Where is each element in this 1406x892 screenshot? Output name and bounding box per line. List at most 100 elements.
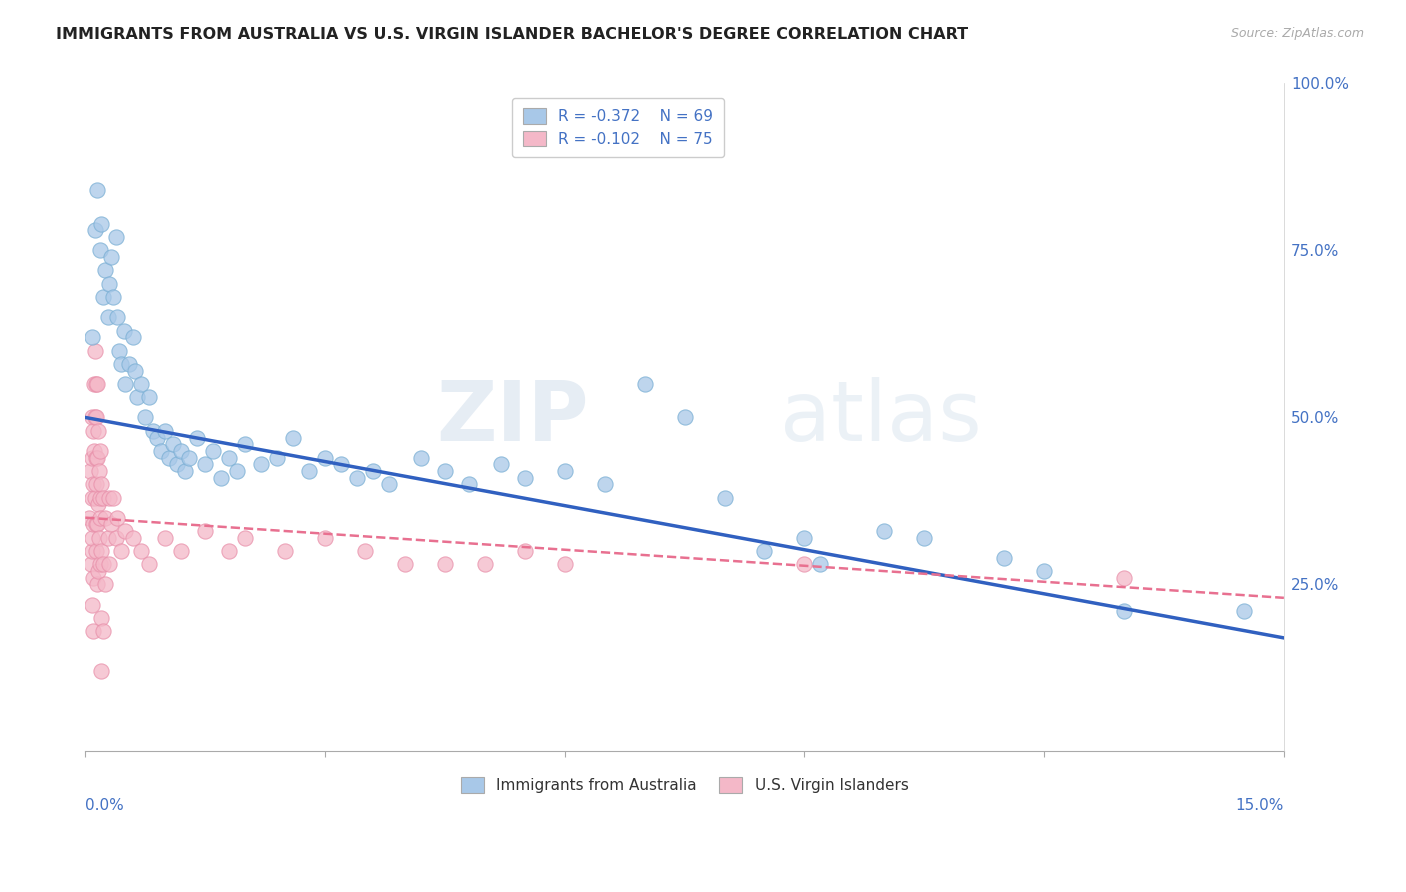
Point [87,531,110,545]
Point [98,491,121,505]
Point [86,577,108,591]
Point [174,464,197,478]
Point [87,497,110,511]
Point [80,330,103,344]
Point [82,424,104,438]
Point [314,531,336,545]
Point [274,544,297,558]
Point [146,430,169,444]
Point [87,564,110,578]
Point [90,665,112,679]
Point [1112,571,1135,585]
Point [82,571,104,585]
Point [226,464,249,478]
Point [793,558,815,572]
Point [127,391,149,405]
Point [97,310,120,325]
Point [155,424,177,438]
Point [84,450,107,465]
Point [80,558,103,572]
Point [266,450,288,465]
Point [673,410,696,425]
Point [433,558,456,572]
Point [110,544,132,558]
Point [104,531,127,545]
Point [89,491,111,505]
Point [150,443,173,458]
Point [86,410,108,425]
Point [170,544,193,558]
Point [218,450,240,465]
Point [378,477,401,491]
Point [394,558,416,572]
Point [80,544,103,558]
Point [250,457,273,471]
Point [112,324,135,338]
Point [83,410,105,425]
Point [513,470,536,484]
Point [86,450,108,465]
Point [298,464,321,478]
Point [91,558,114,572]
Point [82,477,104,491]
Point [91,290,114,304]
Point [90,217,112,231]
Point [793,531,815,545]
Point [142,424,165,438]
Point [281,430,304,444]
Point [134,410,156,425]
Point [409,450,432,465]
Point [314,450,336,465]
Point [122,531,145,545]
Text: atlas: atlas [780,377,983,458]
Point [86,377,108,392]
Point [90,544,112,558]
Point [138,558,160,572]
Point [1233,604,1256,618]
Point [82,624,104,639]
Point [162,437,184,451]
Point [810,558,832,572]
Point [186,430,208,444]
Point [129,377,152,392]
Point [138,391,160,405]
Point [87,464,110,478]
Point [554,464,576,478]
Point [361,464,384,478]
Point [86,183,108,197]
Point [233,437,256,451]
Point [209,470,232,484]
Point [108,343,131,358]
Point [105,510,128,524]
Point [110,357,132,371]
Point [79,510,101,524]
Point [122,330,145,344]
Point [489,457,512,471]
Point [83,223,105,237]
Point [129,544,152,558]
Point [593,477,616,491]
Point [713,491,735,505]
Point [80,410,103,425]
Text: ZIP: ZIP [436,377,589,458]
Text: 15.0%: 15.0% [1236,798,1284,814]
Point [1112,604,1135,618]
Text: IMMIGRANTS FROM AUSTRALIA VS U.S. VIRGIN ISLANDER BACHELOR'S DEGREE CORRELATION : IMMIGRANTS FROM AUSTRALIA VS U.S. VIRGIN… [56,27,969,42]
Point [80,491,103,505]
Point [83,443,105,458]
Point [155,531,177,545]
Point [86,517,108,532]
Point [98,558,121,572]
Point [103,290,125,304]
Point [90,477,112,491]
Point [114,524,136,538]
Point [105,310,128,325]
Text: Source: ZipAtlas.com: Source: ZipAtlas.com [1230,27,1364,40]
Point [194,457,217,471]
Point [754,544,776,558]
Point [100,517,122,532]
Point [202,443,225,458]
Point [474,558,496,572]
Point [157,450,180,465]
Point [83,343,105,358]
